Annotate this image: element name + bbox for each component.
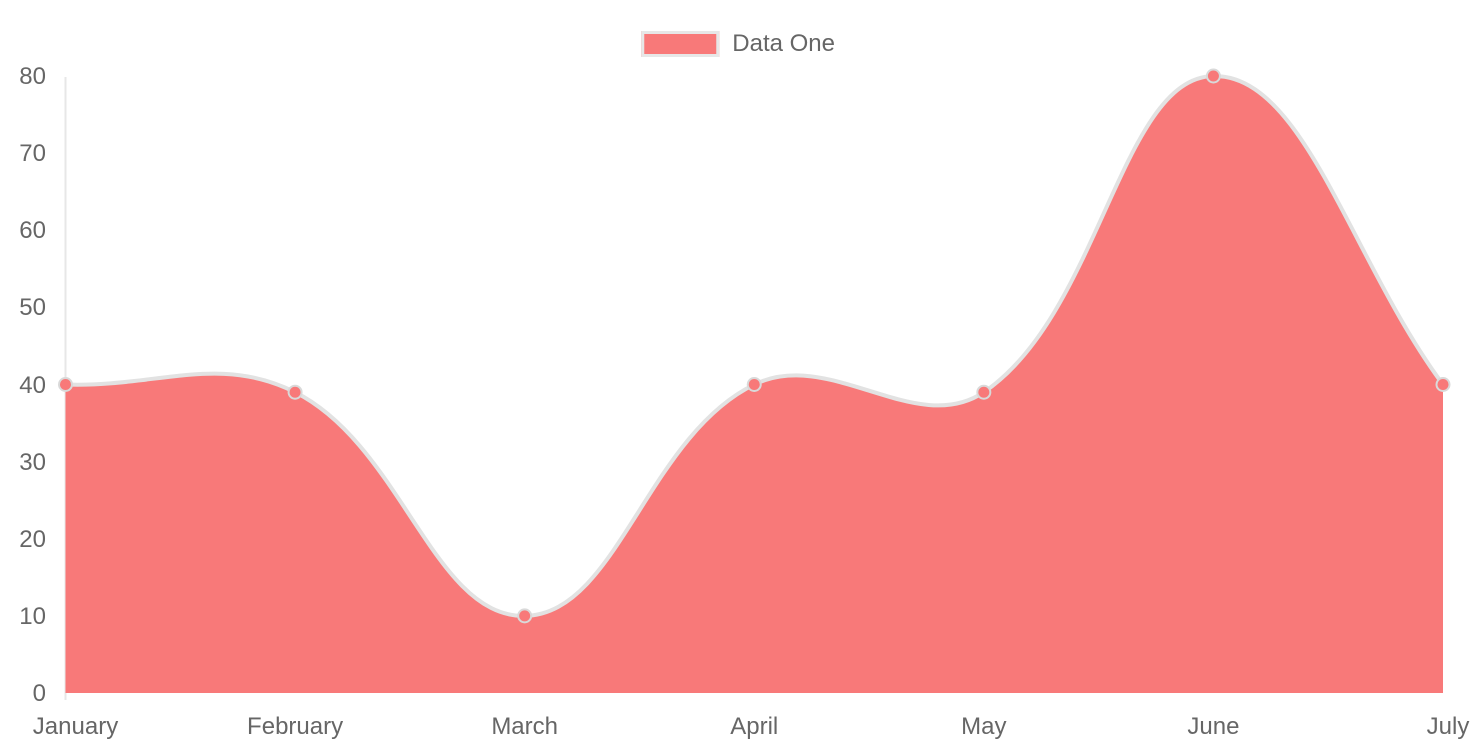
y-axis-label: 40 — [19, 371, 46, 399]
y-axis-label: 80 — [19, 63, 46, 90]
data-point[interactable] — [976, 384, 992, 400]
x-axis-label: July — [1426, 713, 1470, 740]
y-axis-label: 10 — [19, 602, 46, 630]
y-axis-label: 50 — [19, 294, 46, 322]
legend-swatch-icon — [641, 31, 720, 57]
x-axis-label: May — [961, 713, 1007, 740]
data-point[interactable] — [1435, 377, 1451, 392]
y-axis-label: 20 — [19, 525, 46, 553]
area-fill — [65, 75, 1443, 693]
chart-legend[interactable]: Data One — [641, 31, 835, 57]
x-axis-label: June — [1187, 713, 1240, 740]
data-point[interactable] — [746, 377, 762, 392]
data-point[interactable] — [517, 608, 533, 624]
legend-label: Data One — [732, 30, 835, 57]
data-point[interactable] — [1205, 68, 1221, 84]
x-axis-label: April — [730, 713, 779, 740]
y-axis-label: 70 — [19, 140, 46, 168]
x-axis-label: February — [247, 713, 344, 740]
y-axis-label: 30 — [19, 448, 46, 476]
data-point[interactable] — [287, 384, 303, 400]
x-axis-label: January — [32, 713, 119, 740]
x-axis-label: March — [491, 713, 558, 740]
y-axis-label: 60 — [19, 217, 46, 245]
y-axis-label: 0 — [32, 680, 46, 707]
data-point[interactable] — [58, 377, 73, 392]
